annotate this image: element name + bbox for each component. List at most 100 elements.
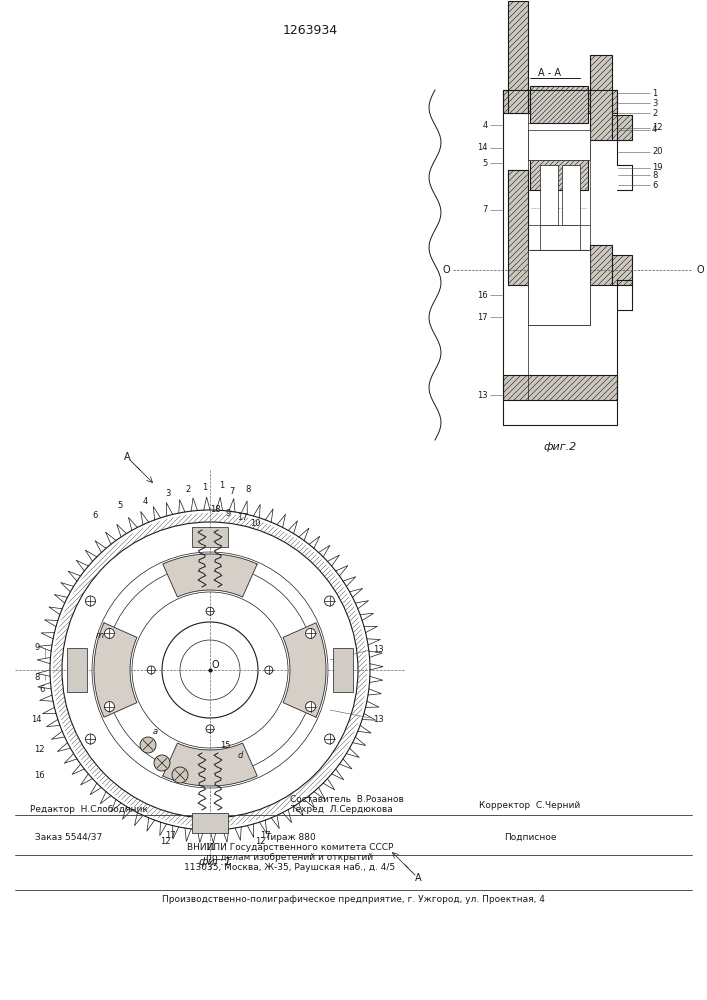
Circle shape — [265, 666, 273, 674]
Text: 6: 6 — [40, 686, 45, 694]
Text: 7: 7 — [229, 488, 235, 496]
Text: A: A — [415, 873, 421, 883]
Text: 14: 14 — [32, 716, 42, 724]
Text: Заказ 5544/37: Заказ 5544/37 — [35, 832, 103, 842]
Text: 16: 16 — [35, 770, 45, 780]
Circle shape — [86, 596, 95, 606]
Text: 113035, Москва, Ж-35, Раушская наб., д. 4/5: 113035, Москва, Ж-35, Раушская наб., д. … — [185, 863, 395, 872]
Bar — [530, 250, 588, 290]
Text: m: m — [96, 631, 104, 640]
Text: 8: 8 — [35, 674, 40, 682]
Text: 10: 10 — [250, 520, 260, 528]
Text: ВНИИПИ Государственного комитета СССР: ВНИИПИ Государственного комитета СССР — [187, 844, 393, 852]
Text: 12: 12 — [35, 746, 45, 754]
Text: 7: 7 — [483, 206, 488, 215]
Polygon shape — [163, 743, 257, 786]
Bar — [67, 648, 87, 692]
Bar — [612, 255, 632, 285]
Bar — [508, 1, 528, 113]
Circle shape — [154, 755, 170, 771]
Text: 14: 14 — [477, 143, 488, 152]
Text: 4: 4 — [652, 125, 658, 134]
Text: фиг.2: фиг.2 — [544, 442, 577, 452]
Circle shape — [325, 734, 334, 744]
Bar — [530, 86, 588, 123]
Circle shape — [206, 725, 214, 733]
Text: a: a — [153, 728, 158, 736]
Bar — [503, 90, 617, 113]
Text: Редактор  Н.Слободяник: Редактор Н.Слободяник — [30, 806, 148, 814]
Text: 19: 19 — [652, 163, 662, 172]
Bar — [590, 55, 612, 140]
Text: 17: 17 — [165, 830, 175, 840]
Text: О: О — [442, 265, 450, 275]
Text: 1: 1 — [652, 89, 658, 98]
Circle shape — [140, 737, 156, 753]
Text: 15: 15 — [220, 740, 230, 750]
Text: 12: 12 — [652, 123, 662, 132]
Text: О: О — [696, 265, 703, 275]
Text: 13: 13 — [373, 716, 384, 724]
Circle shape — [172, 767, 188, 783]
Bar — [540, 165, 558, 225]
Bar — [562, 165, 580, 225]
Polygon shape — [163, 554, 257, 597]
Text: 17: 17 — [259, 830, 270, 840]
Circle shape — [206, 607, 214, 615]
Text: 1: 1 — [219, 481, 225, 489]
Text: A: A — [124, 452, 130, 462]
Text: 13: 13 — [477, 390, 488, 399]
Text: 4: 4 — [142, 497, 148, 506]
Text: 2: 2 — [185, 486, 191, 494]
Text: 8: 8 — [245, 486, 251, 494]
Text: 5: 5 — [117, 500, 122, 510]
Text: 1263934: 1263934 — [282, 23, 337, 36]
Text: А - А: А - А — [539, 68, 561, 78]
Text: 8: 8 — [652, 170, 658, 180]
Bar — [333, 648, 353, 692]
Text: 6: 6 — [93, 510, 98, 520]
Text: 4: 4 — [483, 120, 488, 129]
Circle shape — [105, 628, 115, 638]
Circle shape — [305, 702, 315, 712]
Text: Производственно-полиграфическое предприятие, г. Ужгород, ул. Проектная, 4: Производственно-полиграфическое предприя… — [162, 896, 544, 904]
Bar — [612, 115, 632, 140]
Bar — [528, 130, 590, 160]
Text: Техред  Л.Сердюкова: Техред Л.Сердюкова — [290, 806, 393, 814]
Text: 16: 16 — [477, 290, 488, 300]
Polygon shape — [283, 623, 326, 717]
Bar — [530, 155, 588, 190]
Polygon shape — [94, 623, 137, 717]
Text: 11: 11 — [205, 844, 215, 852]
Bar — [508, 170, 528, 225]
Text: d: d — [238, 750, 243, 760]
Bar — [192, 813, 228, 833]
Text: 17: 17 — [237, 514, 247, 522]
Bar — [528, 250, 590, 325]
Text: Составитель  В.Розанов: Составитель В.Розанов — [290, 796, 404, 804]
Text: Корректор  С.Черний: Корректор С.Черний — [479, 800, 580, 810]
Text: O: O — [211, 660, 218, 670]
Circle shape — [105, 702, 115, 712]
Text: 20: 20 — [652, 147, 662, 156]
Text: фиг.1: фиг.1 — [199, 857, 232, 867]
Text: b: b — [147, 746, 153, 754]
Bar — [590, 245, 612, 285]
Text: 2: 2 — [652, 108, 658, 117]
Text: 17: 17 — [477, 312, 488, 322]
Bar — [503, 375, 617, 400]
Text: 5: 5 — [483, 158, 488, 167]
Text: Подписное: Подписное — [504, 832, 556, 842]
Text: 1: 1 — [202, 484, 208, 492]
Bar — [508, 170, 528, 285]
Text: 6: 6 — [652, 180, 658, 190]
Text: по делам изобретений и открытий: по делам изобретений и открытий — [206, 854, 373, 862]
Text: 3: 3 — [652, 99, 658, 107]
Text: 12: 12 — [255, 838, 265, 846]
Text: 9: 9 — [226, 510, 230, 518]
Text: 18: 18 — [210, 506, 221, 514]
Text: 3: 3 — [165, 489, 170, 498]
Bar — [192, 527, 228, 547]
Text: 13: 13 — [373, 646, 384, 654]
Text: 9: 9 — [35, 644, 40, 652]
